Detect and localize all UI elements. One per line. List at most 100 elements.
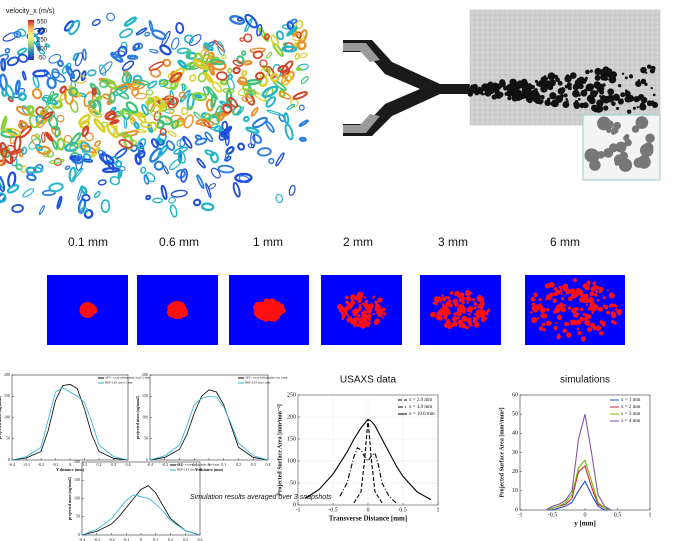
y-tick-label: 200: [4, 372, 10, 377]
vortex: [44, 43, 51, 48]
droplet: [596, 286, 600, 290]
vortex: [275, 30, 285, 41]
x-tick-label: 0: [367, 507, 370, 513]
vortex: [126, 54, 139, 60]
vortex: [265, 120, 275, 133]
droplet: [383, 312, 387, 316]
inset-blob: [606, 127, 612, 134]
series-line: [545, 414, 612, 511]
vortex: [177, 59, 188, 69]
vortex: [16, 47, 28, 56]
vortex: [189, 74, 197, 82]
vortex: [158, 78, 169, 88]
vortex: [277, 64, 289, 73]
droplet: [539, 303, 542, 306]
vortex: [196, 174, 205, 190]
droplet: [611, 312, 617, 319]
droplet: [461, 300, 465, 305]
jet: [547, 97, 551, 101]
vortex: [48, 53, 62, 64]
vortex: [101, 121, 110, 128]
vortex: [232, 59, 243, 67]
colorbar-tick: -50: [37, 56, 46, 62]
droplet: [538, 326, 544, 331]
vortex: [300, 52, 308, 59]
vortex: [157, 132, 167, 144]
y-tick-label: 200: [287, 414, 296, 420]
vortex: [245, 93, 256, 106]
series-line: [545, 464, 612, 511]
vortex: [208, 183, 217, 190]
x-tick-label: -1: [296, 507, 301, 513]
vortex: [210, 58, 226, 66]
jet: [559, 87, 566, 93]
vortex: [153, 97, 164, 108]
vortex: [77, 185, 83, 201]
droplet: [482, 320, 485, 323]
vortex: [38, 48, 46, 55]
droplet: [594, 293, 598, 297]
vortex: [91, 87, 97, 96]
droplet: [571, 307, 577, 314]
series-line: [545, 459, 612, 511]
droplet: [459, 321, 462, 324]
droplet: [553, 326, 558, 331]
jet: [626, 109, 632, 115]
jet: [564, 84, 569, 89]
jet: [636, 105, 639, 109]
droplet: [472, 316, 477, 321]
vortex: [224, 151, 230, 160]
jet: [536, 81, 541, 87]
vortex: [133, 42, 144, 50]
x-axis-label: y [mm]: [574, 520, 596, 528]
vortex: [286, 25, 298, 37]
y-tick-label: 10: [512, 488, 518, 494]
vortex: [252, 90, 267, 102]
vortex: [222, 87, 235, 94]
vortex: [298, 136, 307, 142]
x-tick-label: 0.1: [82, 462, 87, 467]
vortex: [243, 33, 253, 43]
droplet: [484, 316, 488, 320]
vortex: [210, 93, 217, 109]
jet: [494, 90, 498, 94]
jet: [520, 84, 525, 89]
droplet: [447, 296, 451, 300]
droplet: [364, 299, 369, 304]
y-tick-label: 150: [4, 393, 10, 398]
droplet: [561, 284, 568, 291]
droplet: [461, 315, 468, 322]
vortex: [146, 109, 161, 118]
vortex: [203, 42, 214, 52]
core: [79, 302, 96, 318]
vortex: [118, 139, 134, 149]
series-line: [11, 383, 129, 461]
vortex: [0, 151, 5, 166]
vortex: [217, 164, 235, 174]
vortex: [169, 204, 178, 218]
vortex: [48, 115, 59, 129]
droplet: [381, 316, 384, 319]
droplet: [608, 304, 613, 308]
vortex: [245, 126, 260, 134]
x-tick-label: 0: [140, 537, 142, 541]
vortex: [16, 28, 27, 37]
series-line: [11, 387, 129, 461]
jet: [507, 96, 512, 101]
droplet: [612, 303, 617, 308]
plot-area: [11, 374, 129, 461]
droplet: [365, 303, 368, 307]
inset-blob: [611, 126, 619, 134]
droplet: [446, 301, 450, 305]
droplet: [599, 331, 604, 336]
droplet: [346, 317, 351, 323]
vortex: [145, 172, 156, 183]
vortex: [147, 123, 154, 134]
vortex: [108, 92, 116, 104]
vortex: [195, 118, 205, 126]
vortex: [0, 73, 8, 91]
droplet: [365, 306, 368, 310]
y-tick-label: 100: [74, 495, 80, 500]
droplet: [573, 291, 579, 298]
droplet: [437, 312, 442, 317]
